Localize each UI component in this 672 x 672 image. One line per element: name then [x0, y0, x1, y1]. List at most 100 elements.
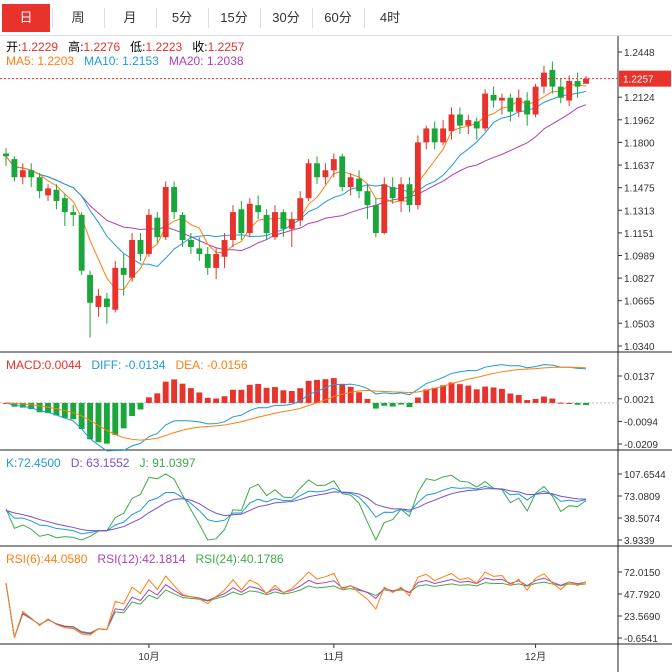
open-value: 1.2229 — [21, 40, 59, 54]
ma10-value: 1.2153 — [122, 54, 159, 68]
candle-body — [305, 163, 312, 199]
candle-body — [255, 205, 262, 213]
y-tick-label: 72.0150 — [624, 568, 661, 579]
d-label: D: — [70, 456, 83, 470]
macd-bar — [171, 379, 178, 403]
tab-7[interactable]: 4时 — [379, 10, 401, 25]
macd-value: 0.0044 — [44, 358, 82, 372]
y-tick-label: 38.5074 — [624, 514, 661, 525]
macd-bar — [406, 402, 413, 408]
candle-body — [406, 184, 413, 206]
macd-bar — [356, 392, 362, 403]
diff-label: DIFF: — [91, 358, 122, 372]
candle-body — [423, 128, 430, 143]
macd-bar — [297, 388, 304, 403]
ma20-value: 1.2038 — [206, 54, 244, 68]
tab-separator — [260, 8, 261, 28]
kdj-legend: K:72.4500 D: 63.1552 J: 91.0397 — [6, 456, 196, 470]
y-tick-label: 47.7920 — [624, 590, 661, 601]
candle-body — [53, 189, 60, 201]
dea-line — [5, 366, 587, 441]
macd-bar — [213, 398, 220, 403]
macd-bar — [482, 386, 489, 403]
tab-separator — [312, 8, 313, 28]
candle-body — [221, 240, 228, 257]
tab-separator — [104, 8, 105, 28]
diff-value: -0.0134 — [124, 358, 166, 372]
tab-2[interactable]: 月 — [123, 10, 137, 25]
rsi6-label: RSI(6): — [6, 552, 45, 566]
low-label: 低 — [130, 40, 143, 54]
j-value: 91.0397 — [152, 456, 196, 470]
candle-body — [112, 267, 119, 310]
close-value: 1.2257 — [207, 40, 245, 54]
candle-body — [465, 120, 472, 126]
candle-body — [515, 97, 522, 112]
macd-bar — [456, 384, 463, 403]
macd-bar — [288, 391, 295, 403]
candle-body — [204, 253, 211, 268]
k-value: 72.4500 — [17, 456, 61, 470]
y-tick-label: 73.0809 — [624, 492, 661, 503]
candle-body — [61, 198, 68, 213]
macd-bar — [448, 382, 455, 403]
macd-bar — [423, 389, 430, 403]
macd-bar — [238, 389, 245, 403]
rsi6-value: 44.0580 — [44, 552, 88, 566]
tab-4[interactable]: 15分 — [220, 10, 248, 25]
macd-bar — [179, 383, 186, 403]
macd-bar — [28, 402, 35, 410]
candle-body — [330, 159, 337, 171]
macd-bar — [154, 393, 161, 403]
rsi24-line — [5, 581, 587, 638]
macd-bar — [230, 389, 236, 403]
ma5-label: MA5: — [6, 54, 35, 68]
macd-bar — [87, 402, 93, 440]
current-price-tag — [619, 70, 671, 87]
macd-bar — [322, 379, 329, 403]
macd-bar — [103, 402, 110, 444]
macd-bar — [347, 386, 354, 403]
tab-5[interactable]: 30分 — [272, 10, 300, 25]
ma5-line — [5, 84, 587, 291]
candle-body — [583, 78, 589, 84]
macd-bar — [465, 385, 472, 403]
macd-bar — [112, 402, 119, 435]
candle-body — [263, 214, 270, 234]
x-tick-label: 10月 — [138, 651, 159, 663]
rsi12-label: RSI(12): — [97, 552, 143, 566]
candle-body — [473, 121, 480, 129]
candle-body — [70, 212, 77, 215]
y-tick-label: 1.2124 — [624, 93, 655, 104]
macd-bar — [272, 387, 278, 403]
tab-6[interactable]: 60分 — [324, 10, 352, 25]
y-tick-label: 1.1151 — [624, 229, 654, 240]
dea-value: -0.0156 — [206, 358, 248, 372]
tab-1[interactable]: 周 — [71, 10, 85, 25]
macd-bar — [255, 383, 262, 403]
d-value: 63.1552 — [86, 456, 130, 470]
ma10-line — [5, 90, 587, 268]
ma10-label: MA10: — [84, 54, 119, 68]
tab-3[interactable]: 5分 — [171, 10, 193, 25]
tab-0[interactable]: 日 — [2, 4, 50, 32]
candle-body — [356, 178, 362, 192]
rsi6-line — [5, 571, 587, 638]
k-label: K: — [6, 456, 18, 470]
candle-body — [87, 274, 93, 303]
macd-bar — [566, 402, 573, 404]
y-tick-label: 1.1313 — [624, 206, 655, 217]
macd-bar — [574, 402, 581, 405]
ohlc-legend: 开:1.2229 高:1.2276 低:1.2223 收:1.2257 — [6, 40, 245, 54]
candle-body — [541, 72, 547, 87]
candle-body — [95, 295, 102, 307]
macd-bar — [36, 402, 43, 413]
macd-bar — [145, 397, 152, 403]
candle-body — [230, 212, 236, 241]
macd-bar — [389, 402, 396, 407]
x-tick-label: 12月 — [525, 651, 546, 663]
diff-line — [5, 364, 587, 452]
macd-bar — [381, 402, 388, 406]
candle-body — [389, 187, 396, 199]
